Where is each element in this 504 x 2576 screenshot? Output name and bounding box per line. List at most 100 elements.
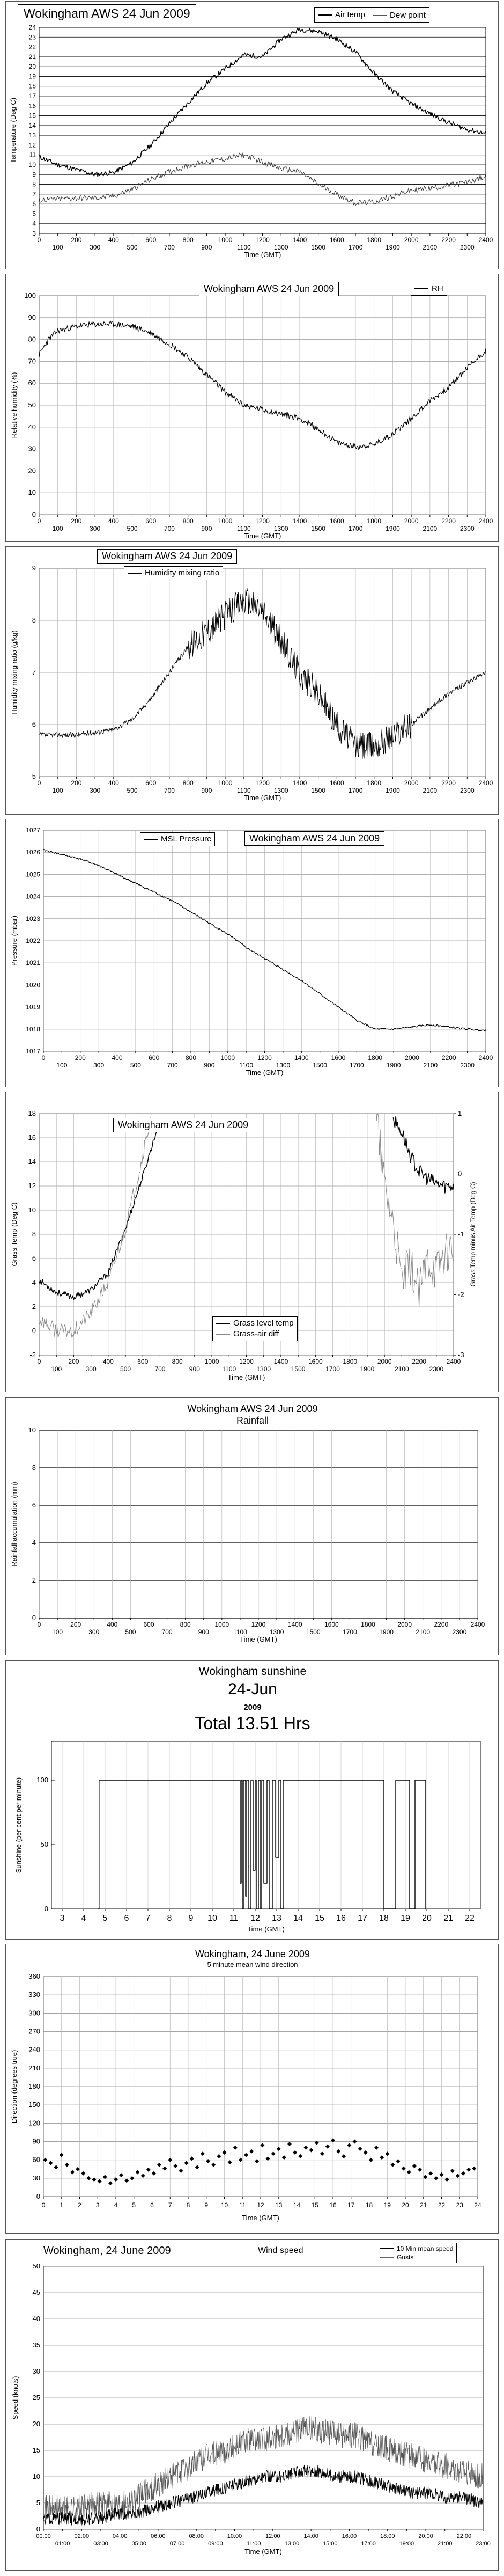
y-tick-label: 1023 bbox=[26, 915, 40, 923]
series-grass-air-diff-line-morning bbox=[39, 1114, 152, 1338]
y-tick-label: 4 bbox=[32, 220, 36, 228]
x-tick-label: 14 bbox=[293, 1914, 303, 1923]
x-tick-label: 3 bbox=[60, 1914, 65, 1923]
wind-direction-point bbox=[140, 2174, 145, 2178]
y-tick-label: 6 bbox=[32, 1501, 36, 1509]
x-tick-label: 1200 bbox=[255, 779, 270, 787]
wind-direction-chart-title: Wokingham, 24 June 2009 bbox=[195, 1949, 310, 1959]
x-tick-label: 1500 bbox=[306, 1628, 321, 1636]
wind-direction-point bbox=[406, 2170, 411, 2175]
wind-direction-point bbox=[102, 2175, 107, 2179]
x-tick-label: 10:00 bbox=[227, 2533, 242, 2540]
x-tick-label: 600 bbox=[137, 1358, 148, 1365]
x-tick-label: 6 bbox=[124, 1914, 129, 1923]
x-tick-label: 1800 bbox=[343, 1358, 357, 1365]
x-tick-label: 17:00 bbox=[361, 2541, 376, 2547]
y-tick-label: 4 bbox=[32, 1278, 36, 1286]
x-axis-title: Time (GMT) bbox=[244, 2548, 282, 2556]
x-tick-label: 200 bbox=[70, 1621, 81, 1628]
wind-direction-point bbox=[390, 2162, 395, 2167]
x-tick-label: 0 bbox=[38, 1621, 41, 1628]
wind-direction-point bbox=[466, 2167, 471, 2172]
wind-direction-point bbox=[70, 2170, 75, 2175]
wind-direction-point bbox=[336, 2149, 341, 2154]
x-tick-label: 08:00 bbox=[189, 2533, 204, 2540]
y-tick-label: 8 bbox=[32, 616, 36, 624]
pressure-chart-panel: 1017 1018 1019 1020 1021 1022 1023 1024 1025 1026… bbox=[5, 819, 499, 1087]
y2-tick-label: -3 bbox=[458, 1351, 464, 1359]
x-tick-label: 1000 bbox=[218, 779, 233, 787]
x-tick-label: 1900 bbox=[387, 1062, 401, 1069]
x-tick-label: 300 bbox=[90, 525, 100, 532]
x-tick-label: 18 bbox=[366, 2201, 373, 2209]
wind-direction-point bbox=[97, 2179, 102, 2184]
y-tick-label: 210 bbox=[28, 2064, 40, 2072]
x-tick-label: 12 bbox=[250, 1914, 260, 1923]
y-tick-label: 330 bbox=[28, 1990, 40, 1999]
x-tick-label: 7 bbox=[168, 2201, 172, 2209]
x-tick-label: 1100 bbox=[222, 1365, 236, 1373]
x-tick-label: 400 bbox=[108, 236, 119, 244]
x-tick-label: 06:00 bbox=[151, 2533, 166, 2540]
x-tick-label: 21 bbox=[443, 1914, 453, 1923]
series-dew-point-line bbox=[39, 152, 486, 206]
x-tick-label: 2000 bbox=[397, 1621, 412, 1628]
x-tick-label: 1700 bbox=[343, 1628, 357, 1636]
y-tick-label: 45 bbox=[33, 2288, 40, 2296]
wind-direction-point bbox=[428, 2171, 433, 2176]
legend-gusts: Gusts bbox=[397, 2253, 414, 2261]
x-tick-label: 1700 bbox=[350, 1062, 364, 1069]
x-tick-label: 14:00 bbox=[303, 2533, 318, 2540]
x-tick-label: 20 bbox=[402, 2201, 409, 2209]
x-tick-label: 1500 bbox=[311, 244, 325, 251]
legend-grass-air-diff: Grass-air diff bbox=[233, 1329, 279, 1338]
x-axis-title: Time (GMT) bbox=[242, 2214, 279, 2222]
y-tick-label: 19 bbox=[29, 72, 36, 80]
mixing-ratio-chart: 5 6 7 8 9 0 200 400 600 800 1000 1200 1400 1600 1800 20… bbox=[10, 564, 493, 802]
x-tick-label: 300 bbox=[90, 787, 100, 794]
legend-msl-pressure: MSL Pressure bbox=[161, 835, 212, 844]
y-tick-label: 17 bbox=[29, 92, 36, 100]
y-tick-label: 1017 bbox=[26, 1048, 40, 1055]
x-tick-label: 100 bbox=[51, 1365, 62, 1373]
x-tick-label: 1300 bbox=[256, 1365, 271, 1373]
y-tick-label: 18 bbox=[29, 83, 36, 90]
x-tick-label: 1100 bbox=[237, 244, 251, 251]
x-tick-label: 900 bbox=[198, 1628, 209, 1636]
y-tick-label: 40 bbox=[28, 423, 36, 431]
y-axis-title: Direction (degrees true) bbox=[10, 2050, 18, 2124]
y-tick-label: 25 bbox=[33, 2394, 40, 2402]
x-tick-label: 400 bbox=[112, 1054, 122, 1062]
wind-direction-point bbox=[287, 2142, 292, 2147]
x-tick-label: 900 bbox=[189, 1365, 200, 1373]
x-tick-label: 12:00 bbox=[265, 2533, 280, 2540]
y-tick-label: 0 bbox=[32, 1614, 36, 1622]
pressure-legend: MSL Pressure bbox=[140, 832, 216, 846]
x-tick-label: 2300 bbox=[460, 525, 475, 532]
y-tick-label: 10 bbox=[28, 488, 36, 496]
humidity-legend: RH bbox=[411, 282, 447, 296]
x-tick-label: 1300 bbox=[276, 1062, 291, 1069]
y-tick-label: 5 bbox=[32, 772, 36, 780]
x-tick-label: 1600 bbox=[330, 236, 344, 244]
x-tick-label: 1100 bbox=[233, 1628, 247, 1636]
wind-direction-point bbox=[233, 2145, 238, 2150]
series-air-temp-line bbox=[39, 27, 486, 177]
mixing-ratio-chart-panel: 5 6 7 8 9 0 200 400 600 800 1000 1200 1400 1600 1800 20… bbox=[5, 546, 499, 815]
pressure-chart: 1017 1018 1019 1020 1021 1022 1023 1024 1025 1026… bbox=[10, 826, 493, 1077]
wind-direction-point bbox=[201, 2151, 205, 2156]
wind-direction-point bbox=[265, 2156, 270, 2161]
x-tick-label: 300 bbox=[88, 1628, 99, 1636]
x-tick-label: 1000 bbox=[214, 1621, 229, 1628]
grass-temp-legend: Grass level temp Grass-air diff bbox=[212, 1316, 298, 1341]
y-axis-title: Rainfall accumulation (mm) bbox=[10, 1482, 18, 1567]
wind-direction-point bbox=[439, 2172, 444, 2177]
x-tick-label: 8 bbox=[187, 2201, 190, 2209]
x-tick-label: 400 bbox=[108, 517, 119, 525]
x-tick-label: 1500 bbox=[313, 1062, 327, 1069]
x-tick-label: 800 bbox=[180, 1621, 191, 1628]
wind-direction-point bbox=[325, 2144, 330, 2149]
x-tick-label: 1800 bbox=[368, 1054, 382, 1062]
x-tick-label: 15 bbox=[312, 2201, 319, 2209]
